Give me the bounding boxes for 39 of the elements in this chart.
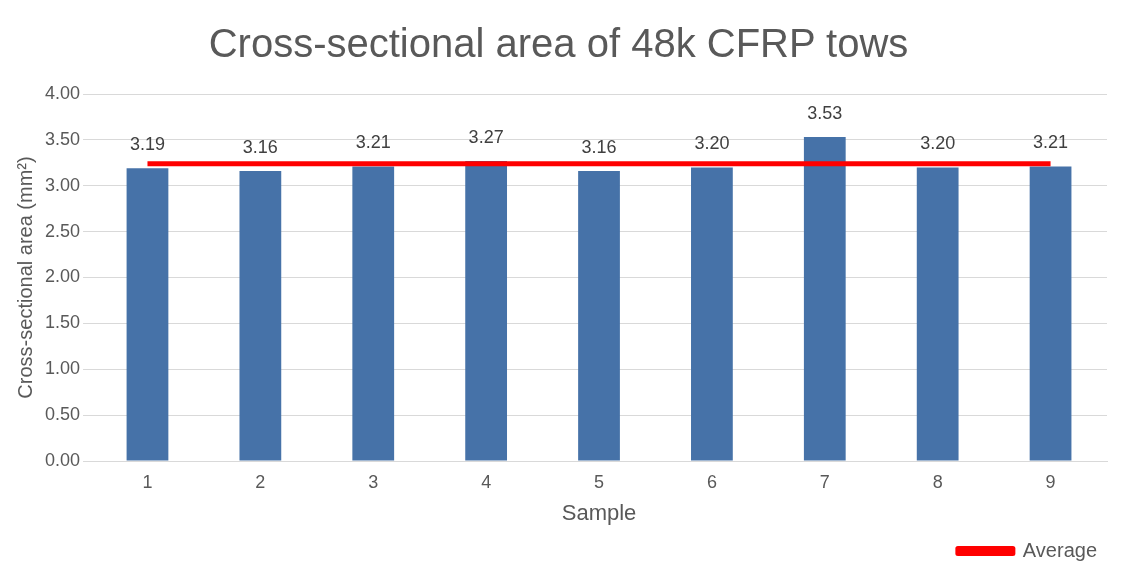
y-tick-label: 4.00 <box>44 82 81 103</box>
data-label: 3.20 <box>920 133 956 154</box>
x-tick-label: 3 <box>368 471 379 492</box>
chart-title: Cross-sectional area of 48k CFRP tows <box>208 21 909 66</box>
bar <box>239 171 282 461</box>
data-label: 3.20 <box>694 133 730 154</box>
x-tick-label: 9 <box>1045 471 1056 492</box>
bar <box>916 167 959 461</box>
data-label: 3.27 <box>468 126 504 147</box>
y-tick-label: 3.00 <box>44 174 81 195</box>
data-label: 3.53 <box>807 103 843 124</box>
legend-label: Average <box>1022 538 1098 561</box>
x-tick-label: 1 <box>142 471 153 492</box>
data-label: 3.21 <box>1033 132 1069 153</box>
y-tick-label: 0.00 <box>44 449 81 470</box>
bar <box>126 168 169 461</box>
x-tick-label: 7 <box>819 471 830 492</box>
y-tick-label: 0.50 <box>44 404 81 425</box>
x-tick-label: 2 <box>255 471 266 492</box>
y-axis-title: Cross-sectional area (mm²) <box>13 156 36 399</box>
bar <box>1029 166 1072 461</box>
y-tick-label: 2.00 <box>44 266 81 287</box>
data-label: 3.19 <box>129 134 165 155</box>
x-tick-label: 5 <box>594 471 605 492</box>
y-tick-label: 3.50 <box>44 128 81 149</box>
bar <box>578 171 620 461</box>
x-tick-label: 6 <box>706 471 717 492</box>
data-label: 3.16 <box>581 137 617 158</box>
bar <box>352 166 395 461</box>
bar <box>803 137 846 461</box>
x-tick-label: 4 <box>481 471 492 492</box>
y-tick-label: 1.50 <box>44 312 81 333</box>
bar <box>691 167 733 461</box>
x-tick-label: 8 <box>932 471 943 492</box>
y-tick-label: 1.00 <box>44 358 81 379</box>
x-axis-title: Sample <box>561 499 637 525</box>
data-label: 3.16 <box>242 137 278 158</box>
data-label: 3.21 <box>355 132 391 153</box>
y-tick-label: 2.50 <box>44 220 81 241</box>
